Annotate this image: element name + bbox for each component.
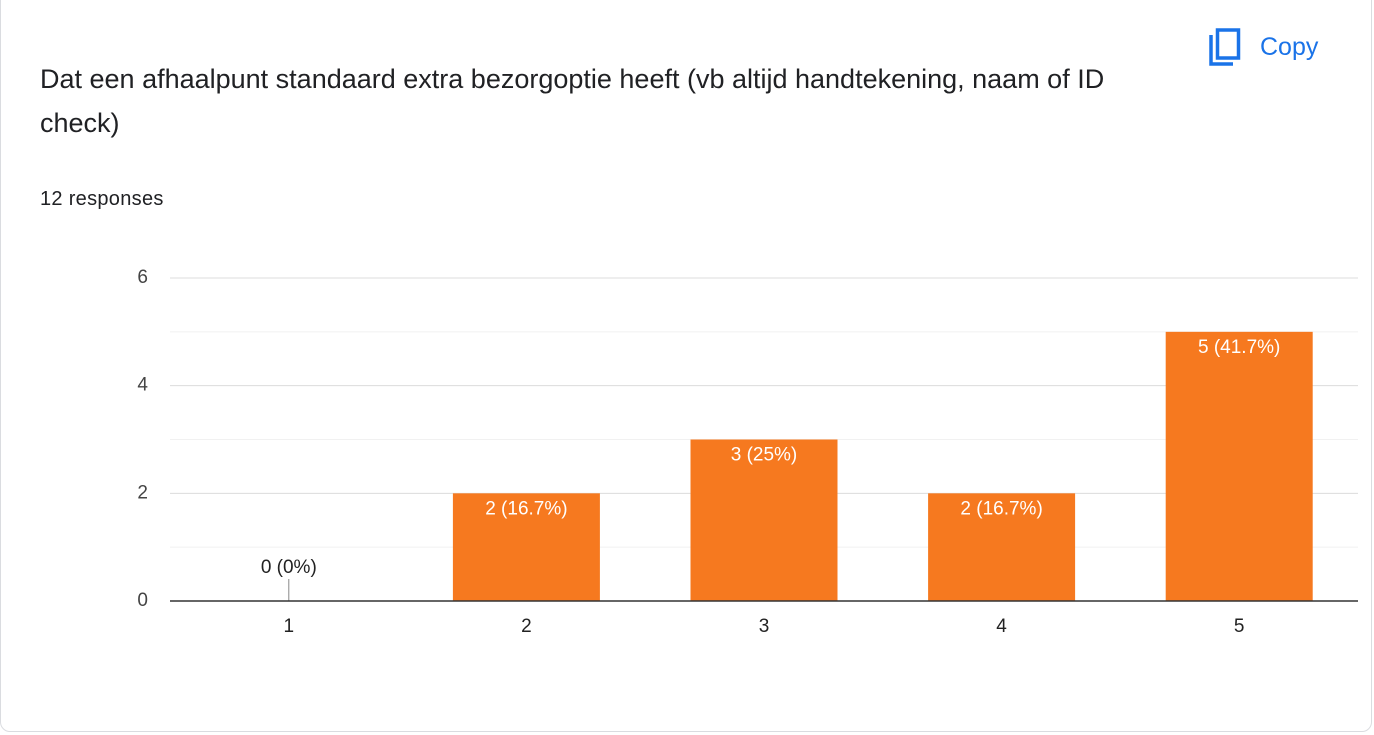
y-tick-label: 0 (137, 590, 148, 611)
chart-title: Dat een afhaalpunt standaard extra bezor… (40, 64, 1105, 138)
copy-icon (1209, 28, 1241, 66)
x-tick-label: 5 (1234, 616, 1245, 637)
y-tick-label: 2 (137, 482, 148, 503)
data-label: 5 (41.7%) (1198, 337, 1280, 358)
data-label: 2 (16.7%) (960, 498, 1042, 519)
x-tick-label: 1 (284, 616, 295, 637)
data-label: 3 (25%) (731, 445, 798, 466)
y-tick-label: 4 (137, 375, 148, 396)
bar (690, 439, 838, 601)
bar (928, 493, 1076, 601)
response-count: 12 responses (40, 188, 164, 210)
bar (1165, 331, 1313, 601)
x-tick-label: 2 (521, 616, 532, 637)
y-tick-label: 6 (137, 267, 148, 288)
bar (452, 493, 600, 601)
copy-button[interactable]: Copy (1208, 26, 1318, 68)
copy-label: Copy (1260, 32, 1319, 61)
x-tick-label: 4 (996, 616, 1007, 637)
data-label: 0 (0%) (261, 557, 317, 578)
data-label: 2 (16.7%) (485, 498, 567, 519)
x-tick-label: 3 (759, 616, 770, 637)
